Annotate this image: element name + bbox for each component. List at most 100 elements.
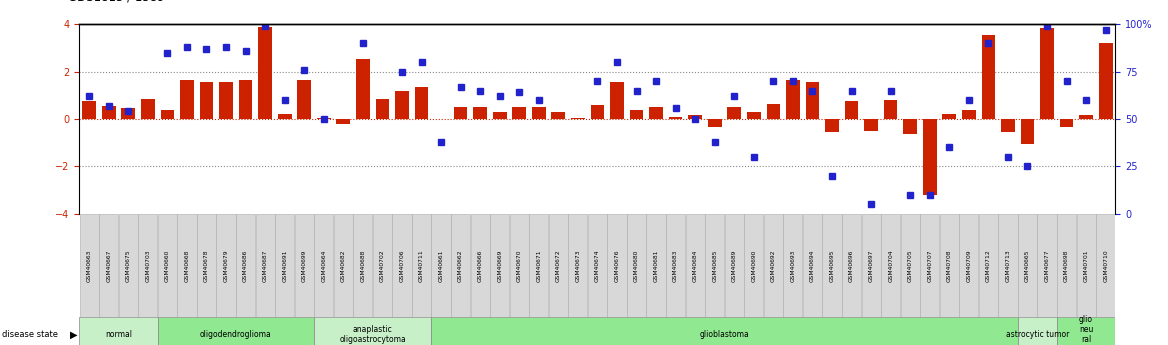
Bar <box>766 104 780 119</box>
Bar <box>294 214 314 317</box>
Text: GSM40675: GSM40675 <box>126 249 131 282</box>
Text: GSM40685: GSM40685 <box>712 249 717 282</box>
Text: GSM40672: GSM40672 <box>556 249 561 282</box>
Bar <box>160 109 174 119</box>
Bar <box>999 214 1017 317</box>
Bar <box>569 214 588 317</box>
Text: GSM40712: GSM40712 <box>986 249 990 282</box>
Text: GSM40694: GSM40694 <box>809 249 815 282</box>
Text: ▶: ▶ <box>70 330 77 339</box>
Bar <box>102 106 116 119</box>
Bar <box>509 214 529 317</box>
Bar <box>923 119 937 195</box>
Text: GSM40681: GSM40681 <box>654 249 659 282</box>
Bar <box>178 214 196 317</box>
Bar <box>83 101 96 119</box>
Text: normal: normal <box>105 330 132 339</box>
Bar <box>959 214 979 317</box>
Text: GDS1813 / 1589: GDS1813 / 1589 <box>68 0 165 3</box>
Bar <box>491 214 509 317</box>
Bar <box>258 27 272 119</box>
Text: GSM40689: GSM40689 <box>732 249 737 282</box>
Bar <box>884 100 897 119</box>
Text: GSM40666: GSM40666 <box>478 249 482 282</box>
Bar <box>806 82 819 119</box>
Text: GSM40671: GSM40671 <box>536 249 541 282</box>
Text: GSM40691: GSM40691 <box>283 249 287 282</box>
Bar <box>373 214 392 317</box>
Bar <box>666 214 686 317</box>
Text: GSM40697: GSM40697 <box>869 249 874 282</box>
Bar <box>314 317 431 345</box>
Text: GSM40706: GSM40706 <box>399 249 404 282</box>
Bar <box>669 117 682 119</box>
Bar <box>529 214 548 317</box>
Text: GSM40703: GSM40703 <box>145 249 151 282</box>
Text: GSM40660: GSM40660 <box>165 249 169 282</box>
Bar <box>571 118 585 119</box>
Bar <box>842 214 861 317</box>
Bar <box>141 99 154 119</box>
Text: GSM40679: GSM40679 <box>223 249 229 282</box>
Bar <box>236 214 255 317</box>
Text: GSM40669: GSM40669 <box>498 249 502 282</box>
Text: astrocytic tumor: astrocytic tumor <box>1006 330 1069 339</box>
Text: GSM40698: GSM40698 <box>1064 249 1069 282</box>
Bar <box>979 214 997 317</box>
Bar <box>216 214 236 317</box>
Bar <box>1099 43 1112 119</box>
Text: GSM40663: GSM40663 <box>86 249 92 282</box>
Bar <box>531 107 545 119</box>
Bar <box>276 214 294 317</box>
Text: GSM40713: GSM40713 <box>1006 249 1010 282</box>
Bar <box>962 109 975 119</box>
Text: GSM40708: GSM40708 <box>947 249 952 282</box>
Bar <box>784 214 802 317</box>
Text: GSM40680: GSM40680 <box>634 249 639 282</box>
Bar <box>1001 119 1015 132</box>
Bar <box>278 114 292 119</box>
Bar <box>513 107 526 119</box>
Text: GSM40664: GSM40664 <box>321 249 326 282</box>
Bar <box>1021 119 1035 144</box>
Bar <box>1077 214 1096 317</box>
Bar <box>79 214 99 317</box>
Bar <box>744 214 764 317</box>
Bar <box>627 214 646 317</box>
Bar <box>180 80 194 119</box>
Bar <box>119 214 138 317</box>
Bar <box>1057 317 1115 345</box>
Bar <box>1059 119 1073 127</box>
Text: disease state: disease state <box>2 330 58 339</box>
Bar <box>1079 116 1093 119</box>
Bar <box>864 119 878 131</box>
Bar <box>901 214 919 317</box>
Text: GSM40695: GSM40695 <box>829 249 834 282</box>
Bar <box>453 107 467 119</box>
Text: GSM40668: GSM40668 <box>185 249 189 282</box>
Bar <box>1057 214 1076 317</box>
Bar <box>822 214 842 317</box>
Bar <box>473 107 487 119</box>
Text: GSM40704: GSM40704 <box>888 249 894 282</box>
Bar <box>862 214 881 317</box>
Text: GSM40686: GSM40686 <box>243 249 248 282</box>
Text: GSM40676: GSM40676 <box>614 249 619 282</box>
Text: GSM40699: GSM40699 <box>301 249 307 282</box>
Bar <box>353 214 373 317</box>
Bar <box>825 119 839 132</box>
Bar <box>395 90 409 119</box>
Text: GSM40693: GSM40693 <box>791 249 795 282</box>
Bar <box>220 82 232 119</box>
Text: GSM40692: GSM40692 <box>771 249 776 282</box>
Text: GSM40662: GSM40662 <box>458 249 463 282</box>
Bar <box>431 317 1017 345</box>
Bar <box>197 214 216 317</box>
Bar <box>356 59 370 119</box>
Bar <box>549 214 568 317</box>
Bar <box>1017 317 1057 345</box>
Text: GSM40665: GSM40665 <box>1026 249 1030 282</box>
Bar <box>138 214 158 317</box>
Bar <box>705 214 724 317</box>
Bar <box>451 214 471 317</box>
